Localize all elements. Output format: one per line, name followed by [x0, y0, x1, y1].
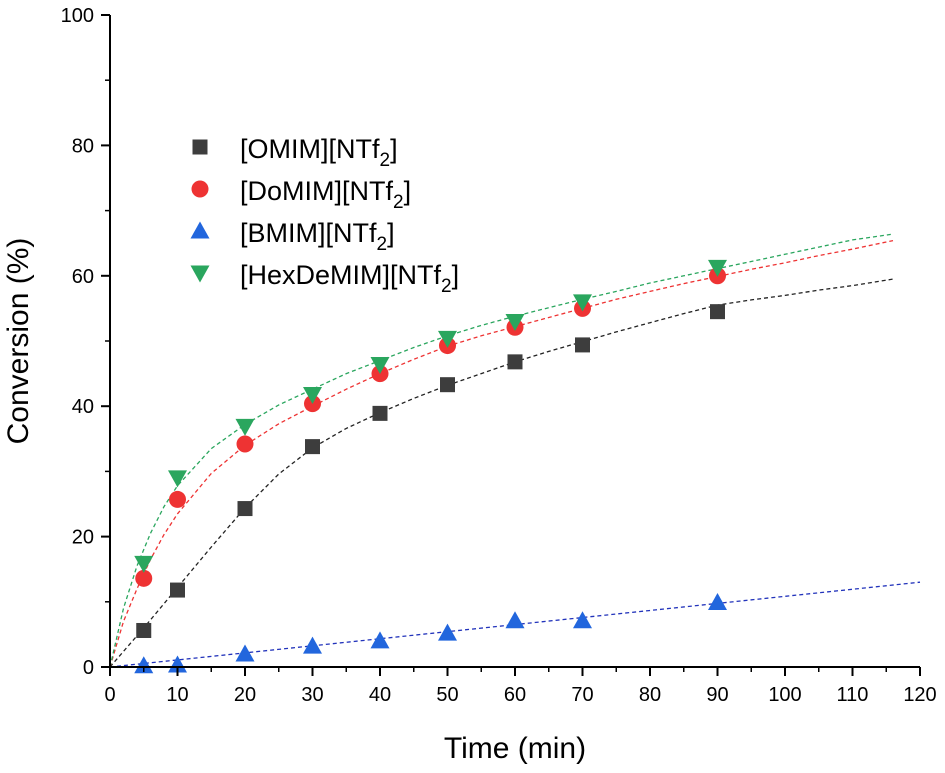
data-point-series-1 [170, 582, 185, 598]
x-tick-label: 40 [369, 684, 391, 706]
data-point-series-2 [236, 435, 254, 453]
x-axis-title: Time (min) [444, 732, 586, 765]
y-tick-label: 0 [83, 657, 94, 679]
data-point-series-4 [168, 470, 187, 488]
x-tick-label: 20 [234, 684, 256, 706]
x-tick-label: 120 [903, 684, 936, 706]
data-point-series-1 [575, 337, 590, 353]
data-point-series-3 [370, 631, 390, 649]
legend-label-series-2: [DoMIM][NTf2] [240, 176, 411, 213]
data-point-series-1 [710, 304, 725, 320]
data-point-series-3 [573, 611, 592, 629]
x-tick-label: 50 [436, 684, 458, 706]
data-point-series-3 [168, 655, 187, 673]
legend-marker-series-2 [191, 180, 209, 198]
data-point-series-2 [135, 569, 153, 587]
y-tick-label: 60 [72, 266, 94, 288]
x-tick-label: 0 [104, 684, 115, 706]
legend-marker-series-3 [190, 221, 210, 239]
data-point-series-4 [438, 330, 457, 348]
x-tick-label: 100 [768, 684, 801, 706]
data-point-series-3 [505, 611, 525, 629]
fit-line-series-2 [109, 239, 894, 668]
data-point-series-3 [438, 623, 457, 641]
y-tick-label: 40 [72, 396, 94, 418]
data-point-series-3 [303, 636, 322, 654]
data-point-series-1 [136, 622, 152, 638]
legend-marker-series-4 [190, 265, 210, 283]
x-tick-label: 90 [706, 684, 728, 706]
data-point-series-3 [134, 656, 154, 674]
data-point-series-2 [169, 490, 186, 508]
y-axis-title: Conversion (%) [2, 238, 35, 445]
fit-line-series-4 [109, 233, 894, 668]
y-tick-label: 100 [61, 5, 94, 27]
x-tick-label: 30 [301, 684, 323, 706]
legend-label-series-1: [OMIM][NTf2] [240, 134, 398, 171]
data-point-series-4 [370, 356, 390, 374]
axis-ticks: 0 10 20 30 40 50 60 70 80 90 100 110 120 0 20 40 60 80 100 [61, 5, 937, 706]
legend-label-series-4: [HexDeMIM][NTf2] [240, 260, 459, 297]
data-point-series-1 [507, 354, 523, 370]
fit-line-series-1 [109, 278, 894, 668]
x-tick-label: 10 [166, 684, 188, 706]
data-point-series-4 [134, 555, 154, 573]
x-tick-label: 70 [571, 684, 593, 706]
data-point-series-3 [708, 592, 727, 610]
x-tick-label: 60 [504, 684, 526, 706]
y-tick-label: 20 [72, 527, 94, 549]
data-point-series-4 [505, 313, 525, 331]
x-tick-label: 80 [639, 684, 661, 706]
data-point-series-1 [372, 405, 388, 421]
data-point-series-4 [573, 294, 592, 312]
data-point-series-4 [708, 259, 727, 277]
legend-marker-series-1 [192, 139, 208, 155]
legend-label-series-3: [BMIM][NTf2] [240, 218, 395, 255]
y-tick-label: 80 [72, 135, 94, 157]
data-point-series-4 [235, 418, 255, 436]
axes [109, 15, 920, 668]
x-tick-label: 110 [837, 684, 869, 706]
data-point-series-1 [237, 501, 253, 517]
data-point-series-3 [235, 644, 255, 662]
data-point-series-1 [305, 439, 320, 455]
plot-area [109, 233, 921, 674]
data-point-series-1 [440, 377, 455, 393]
data-point-series-4 [303, 386, 322, 404]
legend: [OMIM][NTf2] [DoMIM][NTf2] [BMIM][NTf2] [He… [190, 134, 459, 297]
